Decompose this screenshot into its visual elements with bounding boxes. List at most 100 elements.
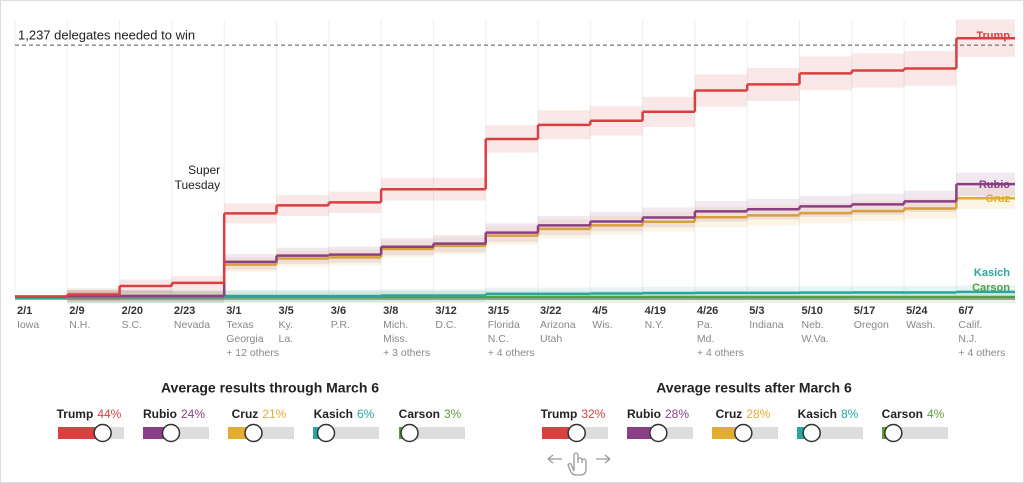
- x-tick-detail: Iowa: [17, 319, 39, 331]
- simulation-band: [851, 200, 905, 222]
- slider-label: Trump 32%: [541, 407, 606, 421]
- simulation-band: [381, 238, 434, 256]
- simulation-band: [119, 289, 172, 303]
- slider-knob[interactable]: [734, 423, 753, 443]
- simulation-band: [642, 207, 695, 228]
- candidate-pct: 6%: [357, 407, 375, 421]
- simulation-band: [381, 289, 434, 302]
- candidate-pct: 32%: [581, 407, 605, 421]
- simulation-band: [328, 191, 382, 214]
- x-tick-label: 4/26: [697, 305, 718, 317]
- x-tick-label: 2/1: [17, 305, 32, 317]
- simulation-band: [799, 290, 852, 304]
- x-tick-detail: Miss.: [383, 333, 408, 345]
- candidate-name: Carson: [399, 407, 440, 421]
- simulation-band: [538, 110, 591, 140]
- simulation-band: [956, 187, 1015, 210]
- slider-knob[interactable]: [400, 423, 419, 443]
- simulation-band: [851, 286, 905, 299]
- x-tick-detail: W.Va.: [802, 333, 829, 345]
- candidate-pct: 24%: [181, 407, 205, 421]
- simulation-band: [590, 211, 643, 232]
- simulation-band: [851, 53, 905, 88]
- simulation-band: [433, 234, 486, 253]
- simulation-band: [590, 106, 643, 136]
- panel-title: Average results through March 6: [161, 380, 379, 396]
- simulation-band: [485, 226, 538, 245]
- simulation-band: [433, 289, 486, 302]
- slider-knob[interactable]: [161, 423, 181, 443]
- simulation-band: [799, 56, 852, 91]
- x-tick-detail: Wis.: [592, 319, 612, 331]
- simulation-band: [433, 290, 486, 304]
- simulation-band: [538, 287, 591, 301]
- x-tick-detail: N.Y.: [645, 319, 664, 331]
- panel-title: Average results after March 6: [656, 380, 852, 396]
- series-label: Cruz: [986, 193, 1011, 205]
- x-tick-detail: + 4 others: [488, 347, 535, 359]
- simulation-band: [381, 290, 434, 304]
- simulation-band: [851, 290, 905, 304]
- x-tick-label: 3/6: [331, 305, 346, 317]
- threshold-label: 1,237 delegates needed to win: [18, 28, 195, 43]
- slider-knob[interactable]: [244, 423, 263, 443]
- simulation-band: [694, 286, 748, 300]
- annotation: Super Tuesday: [175, 163, 221, 192]
- simulation-band: [799, 286, 852, 299]
- x-tick-detail: + 12 others: [226, 347, 279, 359]
- x-tick-detail: P.R.: [331, 319, 350, 331]
- candidate-name: Carson: [882, 407, 923, 421]
- x-tick-label: 3/15: [488, 305, 509, 317]
- x-tick-label: 3/12: [435, 305, 456, 317]
- x-tick-label: 2/9: [69, 305, 84, 317]
- candidate-pct: 8%: [841, 407, 859, 421]
- simulation-band: [904, 198, 957, 219]
- slider-label: Cruz 28%: [716, 407, 771, 421]
- x-tick-detail: Calif.: [958, 319, 982, 331]
- slider-knob[interactable]: [884, 423, 903, 443]
- simulation-band: [328, 289, 382, 303]
- slider-label: Kasich 6%: [314, 407, 375, 421]
- simulation-band: [171, 289, 225, 303]
- x-tick-detail: + 4 others: [697, 347, 744, 359]
- simulation-band: [381, 240, 434, 258]
- x-tick-detail: Florida: [488, 319, 520, 331]
- series-label: Rubio: [979, 179, 1010, 191]
- simulation-band: [67, 289, 120, 303]
- simulation-band: [276, 247, 329, 264]
- simulation-band: [904, 190, 957, 213]
- candidate-pct: 28%: [746, 407, 770, 421]
- simulation-band: [694, 74, 748, 107]
- x-tick-detail: Ky.: [279, 319, 293, 331]
- x-tick-label: 3/8: [383, 305, 398, 317]
- x-tick-detail: Texas: [226, 319, 253, 331]
- x-tick-label: 4/19: [645, 305, 666, 317]
- slider-label: Cruz 21%: [232, 407, 287, 421]
- simulation-band: [433, 237, 486, 255]
- slider-knob[interactable]: [567, 423, 586, 443]
- slider-knob[interactable]: [802, 423, 821, 443]
- x-tick-label: 2/20: [122, 305, 143, 317]
- simulation-band: [956, 172, 1015, 196]
- series-0: [15, 19, 1015, 301]
- simulation-band: [433, 177, 486, 201]
- simulation-band: [799, 203, 852, 224]
- simulation-band: [851, 193, 905, 215]
- x-tick-detail: + 4 others: [958, 347, 1005, 359]
- candidate-pct: 3%: [444, 407, 462, 421]
- simulation-band: [485, 287, 538, 301]
- slider-knob[interactable]: [649, 423, 668, 443]
- x-tick-detail: Utah: [540, 333, 562, 345]
- annotation-line: Super: [188, 163, 220, 177]
- x-tick-detail: S.C.: [122, 319, 142, 331]
- x-tick-detail: Georgia: [226, 333, 264, 345]
- simulation-band: [642, 286, 695, 300]
- slider-knob[interactable]: [93, 423, 112, 443]
- slider-label: Carson 4%: [882, 407, 945, 421]
- simulation-band: [799, 195, 852, 217]
- candidate-name: Cruz: [716, 407, 743, 421]
- slider-knob[interactable]: [316, 423, 336, 443]
- candidate-name: Kasich: [798, 407, 837, 421]
- x-tick-detail: La.: [279, 333, 294, 345]
